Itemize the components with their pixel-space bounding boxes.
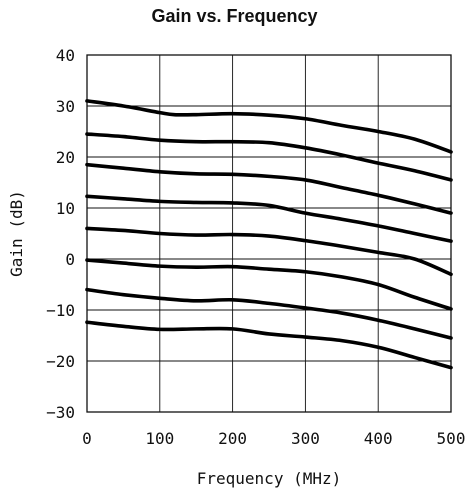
series-line-2 (85, 132, 453, 182)
x-tick-label: 0 (82, 429, 92, 448)
y-tick-label: −20 (46, 352, 75, 371)
x-tick-label: 100 (145, 429, 174, 448)
y-tick-label: 30 (56, 97, 75, 116)
x-tick-label: 200 (218, 429, 247, 448)
grid (86, 54, 452, 413)
y-tick-label: 0 (65, 250, 75, 269)
series-line-8 (85, 320, 453, 370)
y-tick-labels: 40 30 20 10 0 −10 −20 −30 (46, 46, 75, 422)
x-tick-labels: 0 100 200 300 400 500 (82, 429, 465, 448)
x-tick-label: 500 (437, 429, 466, 448)
y-tick-label: 10 (56, 199, 75, 218)
y-axis-label: Gain (dB) (7, 190, 26, 277)
chart-title: Gain vs. Frequency (151, 6, 318, 26)
series-line-7 (85, 287, 453, 340)
x-tick-label: 400 (364, 429, 393, 448)
series-line-5 (85, 226, 453, 277)
series-line-3 (85, 162, 453, 215)
series-group (85, 99, 453, 370)
plot-frame (86, 54, 452, 413)
y-tick-label: 40 (56, 46, 75, 65)
y-tick-label: 20 (56, 148, 75, 167)
series-line-4 (85, 194, 453, 243)
series-line-6 (85, 258, 453, 311)
y-tick-label: −10 (46, 301, 75, 320)
y-tick-label: −30 (46, 403, 75, 422)
x-tick-label: 300 (291, 429, 320, 448)
x-axis-label: Frequency (MHz) (197, 469, 342, 488)
series-line-1 (85, 99, 453, 154)
